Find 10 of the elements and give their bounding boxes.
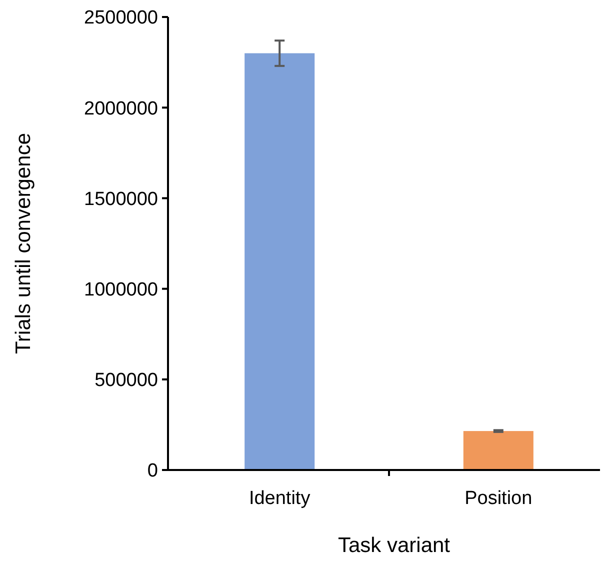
- x-tick-label: Position: [464, 488, 532, 509]
- y-tick-label: 2000000: [84, 98, 158, 120]
- y-tick-label: 500000: [94, 370, 158, 392]
- y-axis-title: Trials until convergence: [12, 133, 35, 354]
- x-axis-title: Task variant: [338, 534, 450, 557]
- y-tick-label: 2500000: [84, 8, 158, 29]
- y-tick-label: 1000000: [84, 279, 158, 300]
- x-tick-label: Identity: [248, 488, 311, 509]
- y-tick-label: 0: [147, 460, 158, 482]
- y-tick-label: 1500000: [84, 188, 158, 210]
